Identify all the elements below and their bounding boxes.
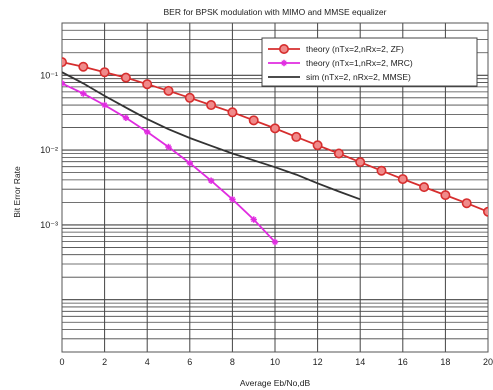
y-tick-label: 10⁻² — [40, 145, 58, 155]
data-point-stroke — [144, 129, 150, 135]
data-point — [122, 114, 130, 122]
data-point-stroke — [62, 82, 65, 87]
data-point — [227, 107, 238, 118]
y-tick-label: 10⁻¹ — [40, 70, 58, 80]
series-line — [62, 71, 361, 201]
data-point — [397, 174, 408, 185]
data-point — [78, 61, 89, 72]
data-point — [62, 80, 66, 87]
x-tick-label: 10 — [270, 357, 280, 367]
data-point — [142, 79, 153, 90]
series-layer — [62, 57, 488, 246]
series-2 — [62, 71, 361, 201]
data-point — [248, 115, 259, 126]
legend-label: theory (nTx=1,nRx=2, MRC) — [306, 58, 413, 68]
data-point — [440, 190, 451, 201]
series-line — [62, 82, 276, 243]
data-point — [291, 131, 302, 142]
data-point-stroke — [62, 80, 65, 85]
x-tick-label: 2 — [102, 357, 107, 367]
data-point — [333, 148, 344, 159]
x-tick-label: 20 — [483, 357, 493, 367]
data-point — [278, 43, 289, 54]
plot-frame — [61, 22, 489, 353]
data-point — [184, 92, 195, 103]
data-point — [80, 90, 87, 97]
data-point-stroke — [187, 160, 193, 166]
data-point — [271, 238, 279, 246]
data-point — [229, 196, 236, 203]
data-point-stroke — [251, 216, 257, 223]
x-tick-label: 8 — [230, 357, 235, 367]
data-point — [120, 72, 131, 83]
chart-title: BER for BPSK modulation with MIMO and MM… — [164, 7, 387, 17]
data-point — [250, 216, 257, 223]
data-point — [376, 165, 387, 176]
data-point — [99, 67, 110, 78]
data-point — [101, 101, 108, 109]
data-point — [163, 85, 174, 96]
data-point — [186, 159, 193, 167]
x-axis-label: Average Eb/No,dB — [240, 378, 311, 388]
x-axis-ticks: 0 2 4 6 8 10 12 14 16 18 20 — [59, 357, 493, 367]
y-axis-ticks: 10⁻¹ 10⁻² 10⁻³ — [40, 70, 58, 230]
data-point — [312, 140, 323, 151]
data-point — [419, 182, 430, 193]
data-point — [144, 128, 151, 136]
series-0 — [62, 57, 488, 217]
data-point — [483, 206, 488, 217]
x-tick-label: 16 — [398, 357, 408, 367]
data-point — [207, 177, 215, 184]
data-point — [355, 157, 366, 168]
data-point — [206, 100, 217, 111]
data-point-stroke — [208, 178, 214, 184]
legend-label: theory (nTx=2,nRx=2, ZF) — [306, 44, 404, 54]
x-tick-label: 18 — [440, 357, 450, 367]
data-point-stroke — [80, 90, 86, 97]
x-tick-label: 6 — [187, 357, 192, 367]
legend: theory (nTx=2,nRx=2, ZF) theory (nTx=1,nR… — [261, 37, 478, 87]
data-point-stroke — [101, 102, 108, 108]
legend-item: theory (nTx=1,nRx=2, MRC) — [268, 58, 413, 68]
data-point — [62, 57, 67, 68]
data-point-stroke — [229, 196, 236, 202]
data-point — [165, 143, 172, 151]
data-point-stroke — [281, 60, 287, 66]
data-point — [269, 123, 280, 134]
y-tick-label: 10⁻³ — [40, 220, 58, 230]
x-tick-label: 12 — [313, 357, 323, 367]
data-point-stroke — [272, 239, 278, 245]
data-point — [461, 198, 472, 209]
series-1 — [62, 80, 279, 246]
y-axis-label: Bit Error Rate — [12, 166, 22, 218]
legend-label: sim (nTx=2, nRx=2, MMSE) — [306, 72, 411, 82]
legend-item: theory (nTx=2,nRx=2, ZF) — [268, 43, 404, 54]
legend-box — [261, 37, 478, 87]
x-tick-label: 14 — [355, 357, 365, 367]
data-point — [280, 59, 288, 67]
x-tick-label: 0 — [59, 357, 64, 367]
x-tick-label: 4 — [145, 357, 150, 367]
data-point-stroke — [165, 144, 172, 150]
legend-item: sim (nTx=2, nRx=2, MMSE) — [268, 72, 411, 82]
data-point-stroke — [123, 115, 129, 121]
